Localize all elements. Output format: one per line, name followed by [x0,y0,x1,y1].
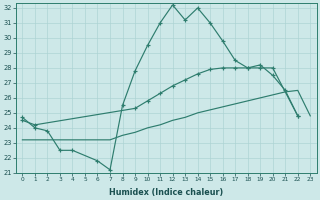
X-axis label: Humidex (Indice chaleur): Humidex (Indice chaleur) [109,188,223,197]
